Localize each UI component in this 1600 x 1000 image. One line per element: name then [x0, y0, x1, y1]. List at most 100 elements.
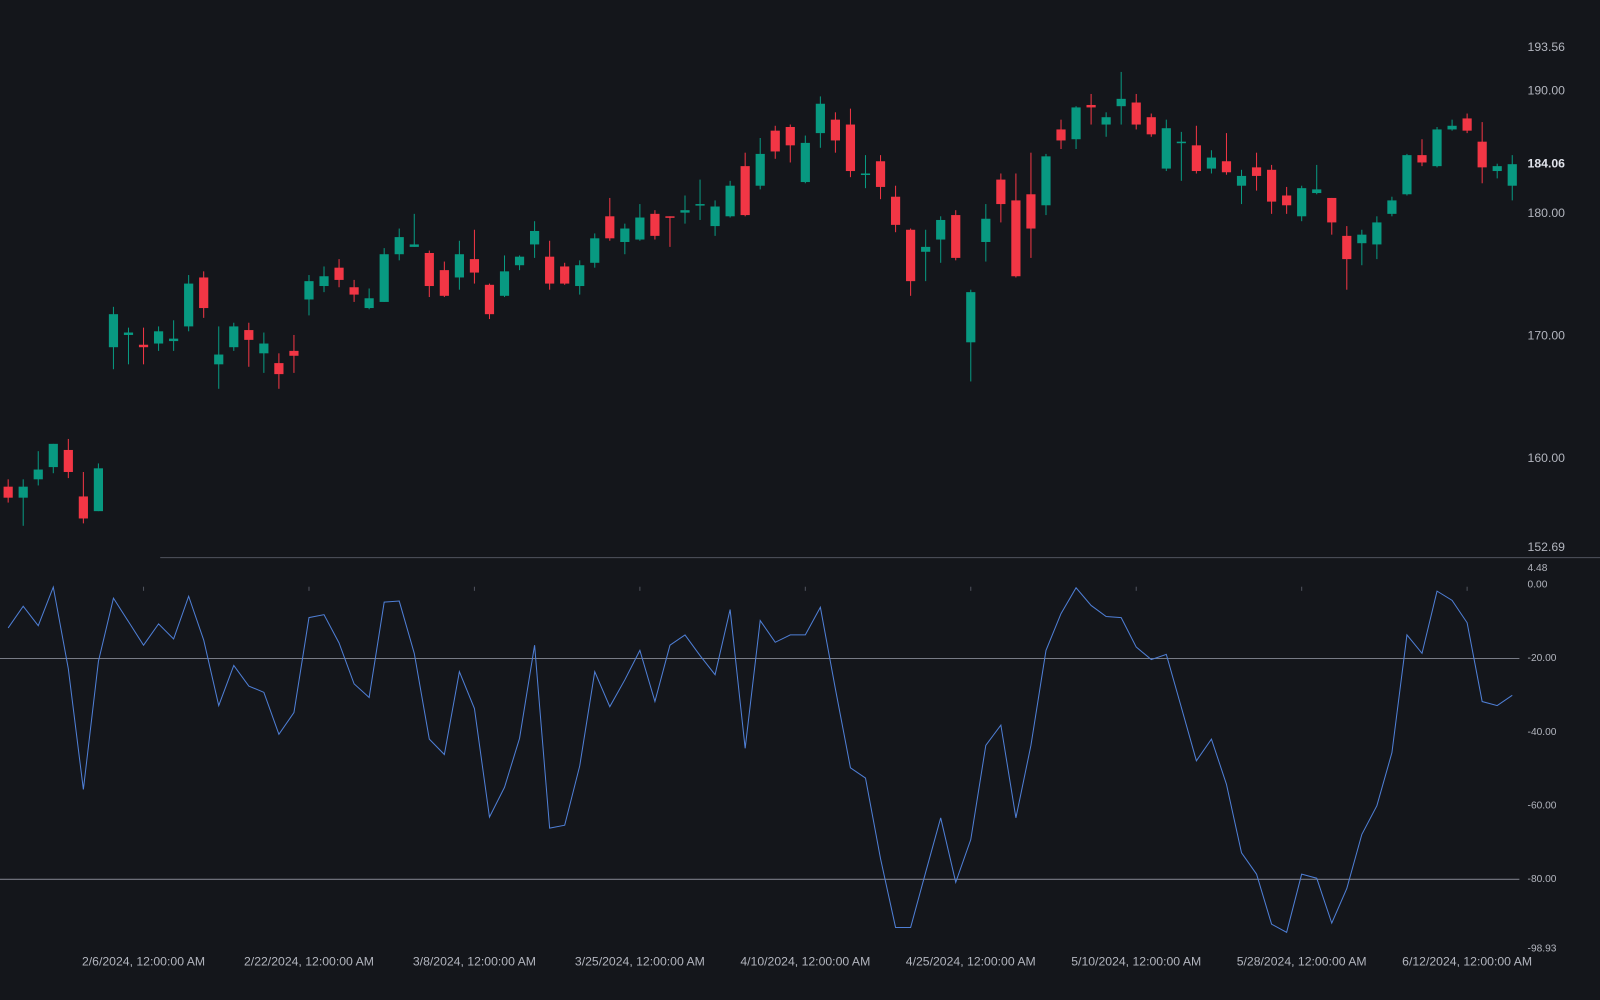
candle-body [860, 173, 871, 176]
candle-body [845, 124, 856, 172]
candle-body [394, 237, 404, 255]
candle-body [123, 332, 134, 335]
indicator-line [7, 585, 1513, 934]
candle-body [981, 218, 991, 242]
candle-body [1191, 145, 1201, 172]
candle-body [1327, 197, 1337, 223]
candle-body [665, 216, 675, 218]
candle-body [1417, 155, 1427, 163]
y-tick-label: 4.48 [1528, 563, 1548, 574]
candle-body [304, 281, 314, 300]
candle-body [530, 230, 540, 245]
candle-body [18, 486, 28, 498]
candle-body [1342, 235, 1352, 260]
candle-body [815, 103, 825, 134]
candle-body [680, 210, 690, 213]
candle-body [1387, 200, 1397, 214]
candle-body [966, 292, 976, 343]
candle-body [33, 469, 43, 480]
candle-body [499, 271, 510, 296]
candle-body [93, 468, 103, 512]
candle-body [274, 363, 284, 375]
y-tick-label: -40.00 [1528, 727, 1557, 738]
candle-body [936, 219, 946, 240]
candle-body [1236, 175, 1247, 186]
candle-body [259, 343, 269, 354]
x-tick-label: 2/22/2024, 12:00:00 AM [244, 954, 374, 968]
candle-body [545, 256, 555, 284]
candle-body [710, 206, 720, 227]
candle-body [379, 254, 389, 302]
candle-body [454, 254, 464, 278]
candle-body [635, 217, 645, 240]
y-tick-label: 152.69 [1528, 540, 1566, 554]
candle-body [1492, 166, 1502, 172]
candle-body [153, 331, 164, 344]
y-tick-label: -20.00 [1528, 653, 1557, 664]
candle-body [1251, 167, 1262, 176]
candle-body [755, 153, 765, 186]
candle-body [514, 256, 525, 266]
candle-body [349, 287, 359, 295]
candle-body [1507, 164, 1517, 186]
candle-body [906, 229, 916, 282]
y-tick-label: 193.56 [1528, 40, 1566, 54]
candle-body [1071, 107, 1081, 140]
candle-body [725, 185, 735, 217]
candle-body [740, 166, 750, 216]
candle-body [169, 338, 179, 342]
x-tick-label: 5/10/2024, 12:00:00 AM [1071, 954, 1201, 968]
candle-body [334, 267, 344, 280]
candle-body [1041, 156, 1051, 206]
candle-body [289, 350, 299, 356]
candle-body [469, 259, 480, 273]
y-tick-label: -80.00 [1528, 874, 1557, 885]
x-tick-label: 2/6/2024, 12:00:00 AM [82, 954, 205, 968]
candle-body [1221, 161, 1232, 173]
candle-body [800, 142, 810, 183]
y-tick-label: 190.00 [1528, 84, 1566, 98]
y-tick-label: 0.00 [1528, 580, 1548, 591]
candle-body [1267, 169, 1277, 202]
x-tick-label: 6/12/2024, 12:00:00 AM [1402, 954, 1532, 968]
candle-body [78, 496, 88, 519]
candle-body [890, 196, 901, 225]
y-tick-label: -98.93 [1528, 944, 1557, 955]
candle-body [1101, 117, 1111, 125]
x-tick-label: 4/25/2024, 12:00:00 AM [906, 954, 1036, 968]
candle-body [1372, 222, 1382, 245]
candle-body [1477, 141, 1487, 168]
candle-body [921, 246, 931, 252]
candle-body [1146, 117, 1156, 135]
candle-body [770, 130, 780, 152]
candle-body [560, 266, 570, 284]
x-tick-label: 3/8/2024, 12:00:00 AM [413, 954, 536, 968]
candle-body [184, 283, 194, 327]
candle-body [409, 244, 419, 247]
y-tick-label: 180.00 [1528, 206, 1566, 220]
candle-body [244, 330, 254, 340]
candle-body [1297, 188, 1307, 217]
x-tick-label: 3/25/2024, 12:00:00 AM [575, 954, 705, 968]
candle-body [439, 270, 449, 296]
candle-body [214, 354, 224, 365]
y-tick-label: 160.00 [1528, 451, 1566, 465]
candle-body [996, 179, 1006, 205]
candle-body [650, 213, 660, 236]
x-tick-label: 4/10/2024, 12:00:00 AM [740, 954, 870, 968]
candle-body [1447, 125, 1457, 130]
candle-body [785, 126, 795, 146]
candle-body [63, 449, 73, 472]
y-tick-label: 170.00 [1528, 328, 1566, 342]
candle-body [1432, 129, 1442, 167]
candle-body [1206, 157, 1217, 169]
candle-body [1056, 129, 1066, 141]
candle-body [319, 276, 329, 287]
candle-body [830, 119, 840, 141]
candle-body [48, 443, 58, 468]
candle-body [620, 228, 630, 242]
